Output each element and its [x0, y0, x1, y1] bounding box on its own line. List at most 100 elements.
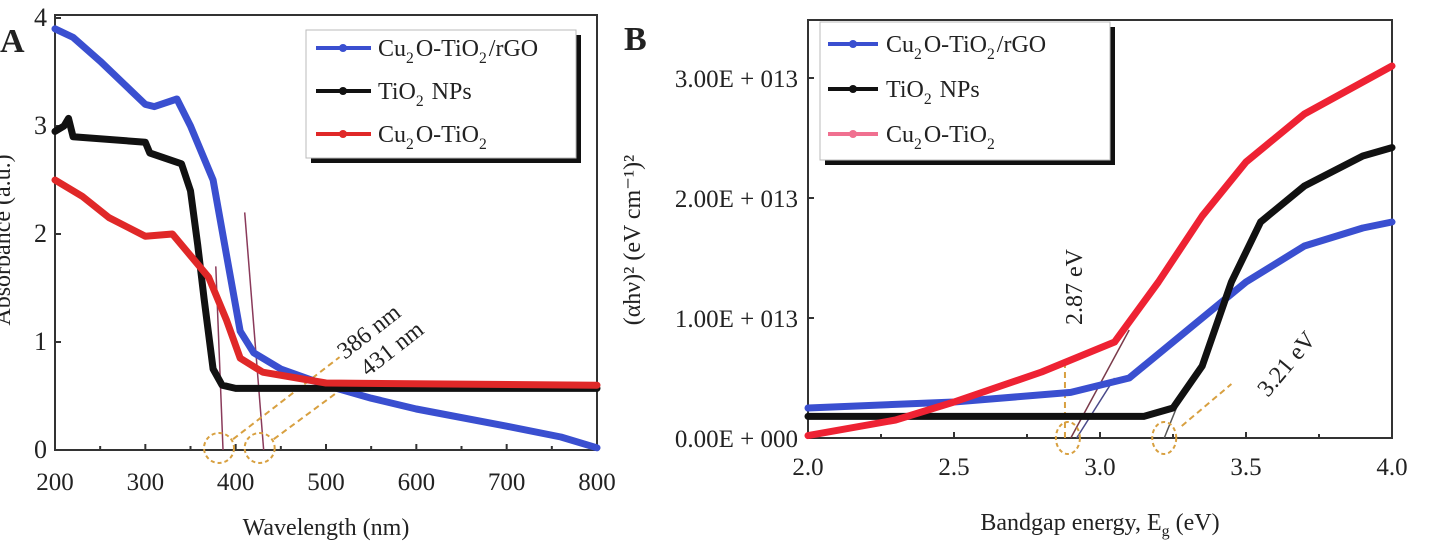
- data-point: [1362, 155, 1364, 157]
- data-point: [1201, 365, 1203, 367]
- data-point: [1187, 329, 1189, 331]
- legend-marker: [849, 85, 857, 93]
- legend-marker: [339, 44, 347, 52]
- panel-label: B: [624, 21, 647, 58]
- data-point: [1362, 227, 1364, 229]
- x-tick-label: 700: [488, 469, 526, 496]
- data-point: [1303, 245, 1305, 247]
- legend-label: Cu2 O-TiO2: [886, 122, 997, 153]
- x-tick-label: 3.0: [1084, 454, 1115, 481]
- data-point: [953, 401, 955, 403]
- data-point: [895, 419, 897, 421]
- data-point: [72, 36, 74, 38]
- data-point: [235, 387, 237, 389]
- series-line-cu2o-tio2: [804, 62, 1396, 440]
- data-point: [239, 357, 241, 359]
- data-point: [180, 163, 182, 165]
- legend-box: [305, 29, 577, 159]
- x-tick-label: 2.5: [938, 454, 969, 481]
- data-point: [171, 233, 173, 235]
- legend-label: Cu2 O-TiO2 /rGO: [886, 32, 1046, 63]
- leader-line: [273, 389, 341, 441]
- intercept-circle: [1054, 421, 1081, 455]
- data-point: [506, 425, 508, 427]
- data-point: [153, 106, 155, 108]
- intercept-circle: [243, 432, 276, 464]
- data-point: [1303, 113, 1305, 115]
- annotation-label: 3.21 eV: [1253, 326, 1322, 401]
- y-tick-label: 0.00E + 000: [675, 426, 798, 453]
- tangent-line: [1076, 377, 1116, 439]
- data-point: [190, 190, 191, 192]
- data-point: [108, 217, 110, 219]
- tangent-line: [243, 212, 265, 451]
- annotation-label: 2.87 eV: [1062, 248, 1088, 325]
- data-point: [1114, 341, 1116, 343]
- data-point: [1391, 221, 1393, 223]
- data-point: [190, 125, 191, 127]
- data-point: [63, 125, 65, 127]
- x-tick-label: 3.5: [1230, 454, 1261, 481]
- data-point: [1157, 281, 1159, 283]
- data-point: [253, 352, 255, 354]
- data-point: [197, 244, 199, 246]
- intercept-circle: [203, 432, 236, 464]
- x-axis-label: Wavelength (nm): [243, 515, 410, 541]
- x-tick-label: 600: [398, 469, 436, 496]
- panel-b: 2.0 2.5 3.0 3.5 4.0 0.00E + 000 1.00E + 013 2.0…: [620, 19, 1408, 540]
- series-line-cu2o-tio2-rgo: [804, 218, 1396, 412]
- data-point: [1245, 281, 1247, 283]
- data-point: [280, 368, 282, 370]
- series-line-tio2-nps: [51, 114, 601, 392]
- y-tick-label: 2.00E + 013: [675, 186, 798, 213]
- data-point: [149, 152, 151, 154]
- data-point: [1201, 215, 1203, 217]
- data-point: [596, 384, 598, 386]
- x-tick-label: 4.0: [1376, 454, 1407, 481]
- data-point: [226, 255, 228, 257]
- panel-a: 200 300 400 500 600 700 800 0 1 2 3 4 Wavelength (nm…: [0, 3, 616, 541]
- data-point: [68, 117, 70, 119]
- data-point: [208, 276, 210, 278]
- data-point: [1245, 161, 1247, 163]
- data-point: [54, 130, 56, 132]
- data-point: [221, 384, 223, 386]
- data-point: [144, 141, 146, 143]
- data-point: [203, 298, 205, 300]
- intercept-circle: [1151, 421, 1178, 455]
- y-tick-label: 3.00E + 013: [675, 66, 798, 93]
- legend: Cu2 O-TiO2 /rGO TiO2 NPs Cu2 O-TiO2: [819, 21, 1115, 165]
- data-point: [560, 436, 562, 438]
- data-point: [1070, 391, 1072, 393]
- data-point: [325, 382, 327, 384]
- data-point: [81, 195, 83, 197]
- data-point: [99, 60, 101, 62]
- legend-marker: [339, 130, 347, 138]
- y-tick-label: 1.00E + 013: [675, 306, 798, 333]
- y-tick-label: 3: [34, 111, 47, 140]
- data-point: [1172, 407, 1174, 409]
- data-point: [226, 319, 228, 321]
- legend-label: TiO2 NPs: [886, 77, 980, 108]
- data-point: [72, 136, 74, 138]
- x-axis-label: Bandgap energy, Eg (eV): [980, 510, 1219, 540]
- y-axis-label: (αhν)² (eV cm⁻¹)²: [620, 155, 646, 326]
- series-line-cu2o-tio2-rgo: [51, 25, 601, 452]
- data-point: [190, 255, 191, 257]
- x-tick-label: 200: [36, 469, 74, 496]
- data-point: [1303, 185, 1305, 187]
- x-tick-label: 500: [307, 469, 345, 496]
- data-point: [144, 103, 146, 105]
- legend-marker: [849, 130, 857, 138]
- legend-label: Cu2 O-TiO2: [378, 122, 489, 153]
- data-point: [54, 179, 56, 181]
- y-tick-label: 2: [34, 219, 47, 248]
- legend-label: Cu2 O-TiO2 /rGO: [378, 36, 538, 67]
- legend-marker: [849, 40, 857, 48]
- data-point: [262, 371, 264, 373]
- data-point: [212, 179, 214, 181]
- y-axis-label: Absorbance (a.u.): [0, 154, 16, 325]
- x-tick-label: 300: [127, 469, 165, 496]
- legend: Cu2 O-TiO2 /rGO TiO2 NPs Cu2 O-TiO2: [305, 29, 581, 163]
